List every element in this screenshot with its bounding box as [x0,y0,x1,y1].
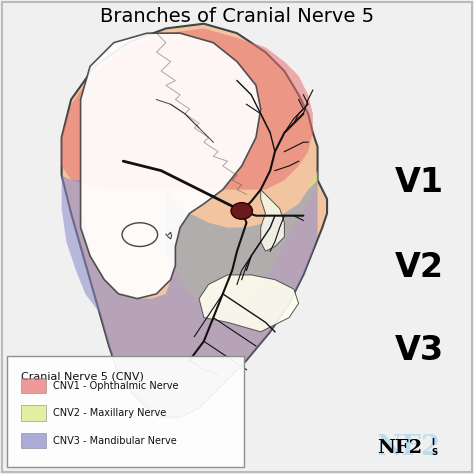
Text: CNV3 - Mandibular Nerve: CNV3 - Mandibular Nerve [53,436,177,446]
Polygon shape [261,190,284,251]
FancyBboxPatch shape [21,405,46,421]
Text: V2: V2 [395,251,444,284]
FancyBboxPatch shape [21,433,46,448]
Text: I: I [431,438,434,447]
Text: Cranial Nerve 5 (CNV): Cranial Nerve 5 (CNV) [21,371,144,381]
Polygon shape [62,175,318,417]
FancyBboxPatch shape [21,378,46,393]
Text: V3: V3 [395,334,444,367]
Polygon shape [166,171,318,308]
Text: NF2: NF2 [377,435,441,461]
Polygon shape [62,28,313,190]
FancyBboxPatch shape [7,356,244,467]
Text: CNV1 - Ophthalmic Nerve: CNV1 - Ophthalmic Nerve [53,381,179,391]
Text: NF2: NF2 [377,439,422,457]
Ellipse shape [231,202,252,219]
Text: V1: V1 [395,166,444,199]
Text: Branches of Cranial Nerve 5: Branches of Cranial Nerve 5 [100,7,374,26]
Polygon shape [199,275,299,332]
Polygon shape [81,33,261,299]
Polygon shape [62,24,327,417]
Text: CNV2 - Maxillary Nerve: CNV2 - Maxillary Nerve [53,408,166,419]
Text: S: S [431,448,438,457]
